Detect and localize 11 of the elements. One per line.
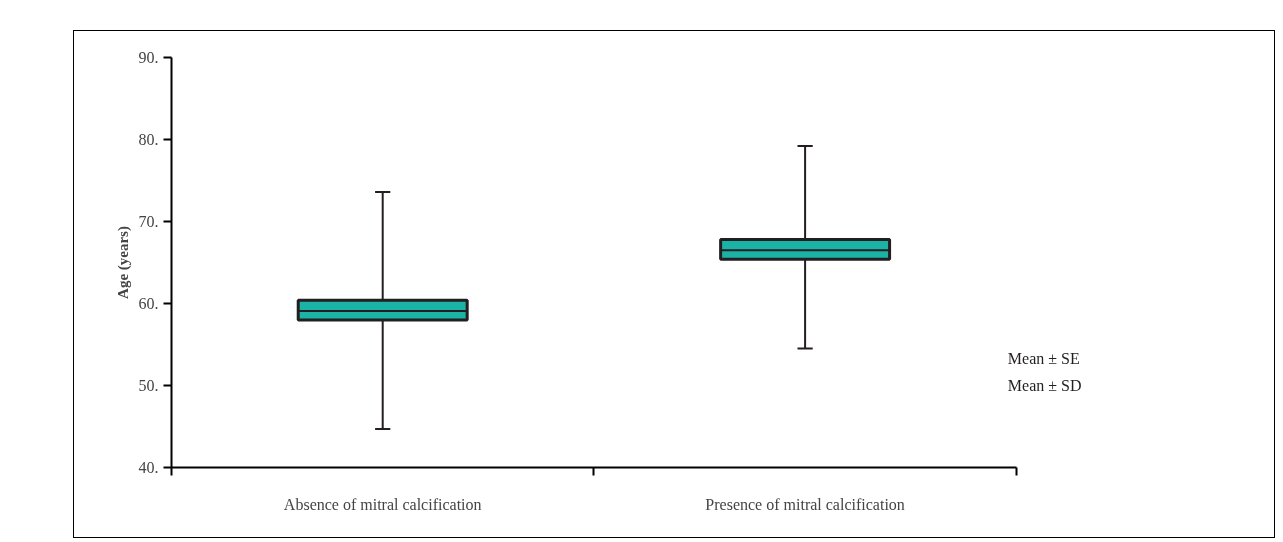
y-tick-label: 60. bbox=[138, 295, 159, 312]
x-tick-label: Absence of mitral calcification bbox=[283, 495, 482, 513]
x-tick-label: Presence of mitral calcification bbox=[705, 495, 905, 513]
y-axis-title: Age (years) bbox=[114, 226, 132, 299]
y-tick-label: 40. bbox=[138, 459, 159, 476]
y-tick-label: 50. bbox=[138, 377, 159, 394]
y-tick-label: 80. bbox=[138, 131, 159, 148]
annotation: Mean ± SD bbox=[1007, 377, 1082, 395]
y-tick-label: 70. bbox=[138, 213, 159, 230]
y-tick-label: 90. bbox=[138, 49, 159, 66]
annotation: Mean ± SE bbox=[1007, 350, 1080, 368]
